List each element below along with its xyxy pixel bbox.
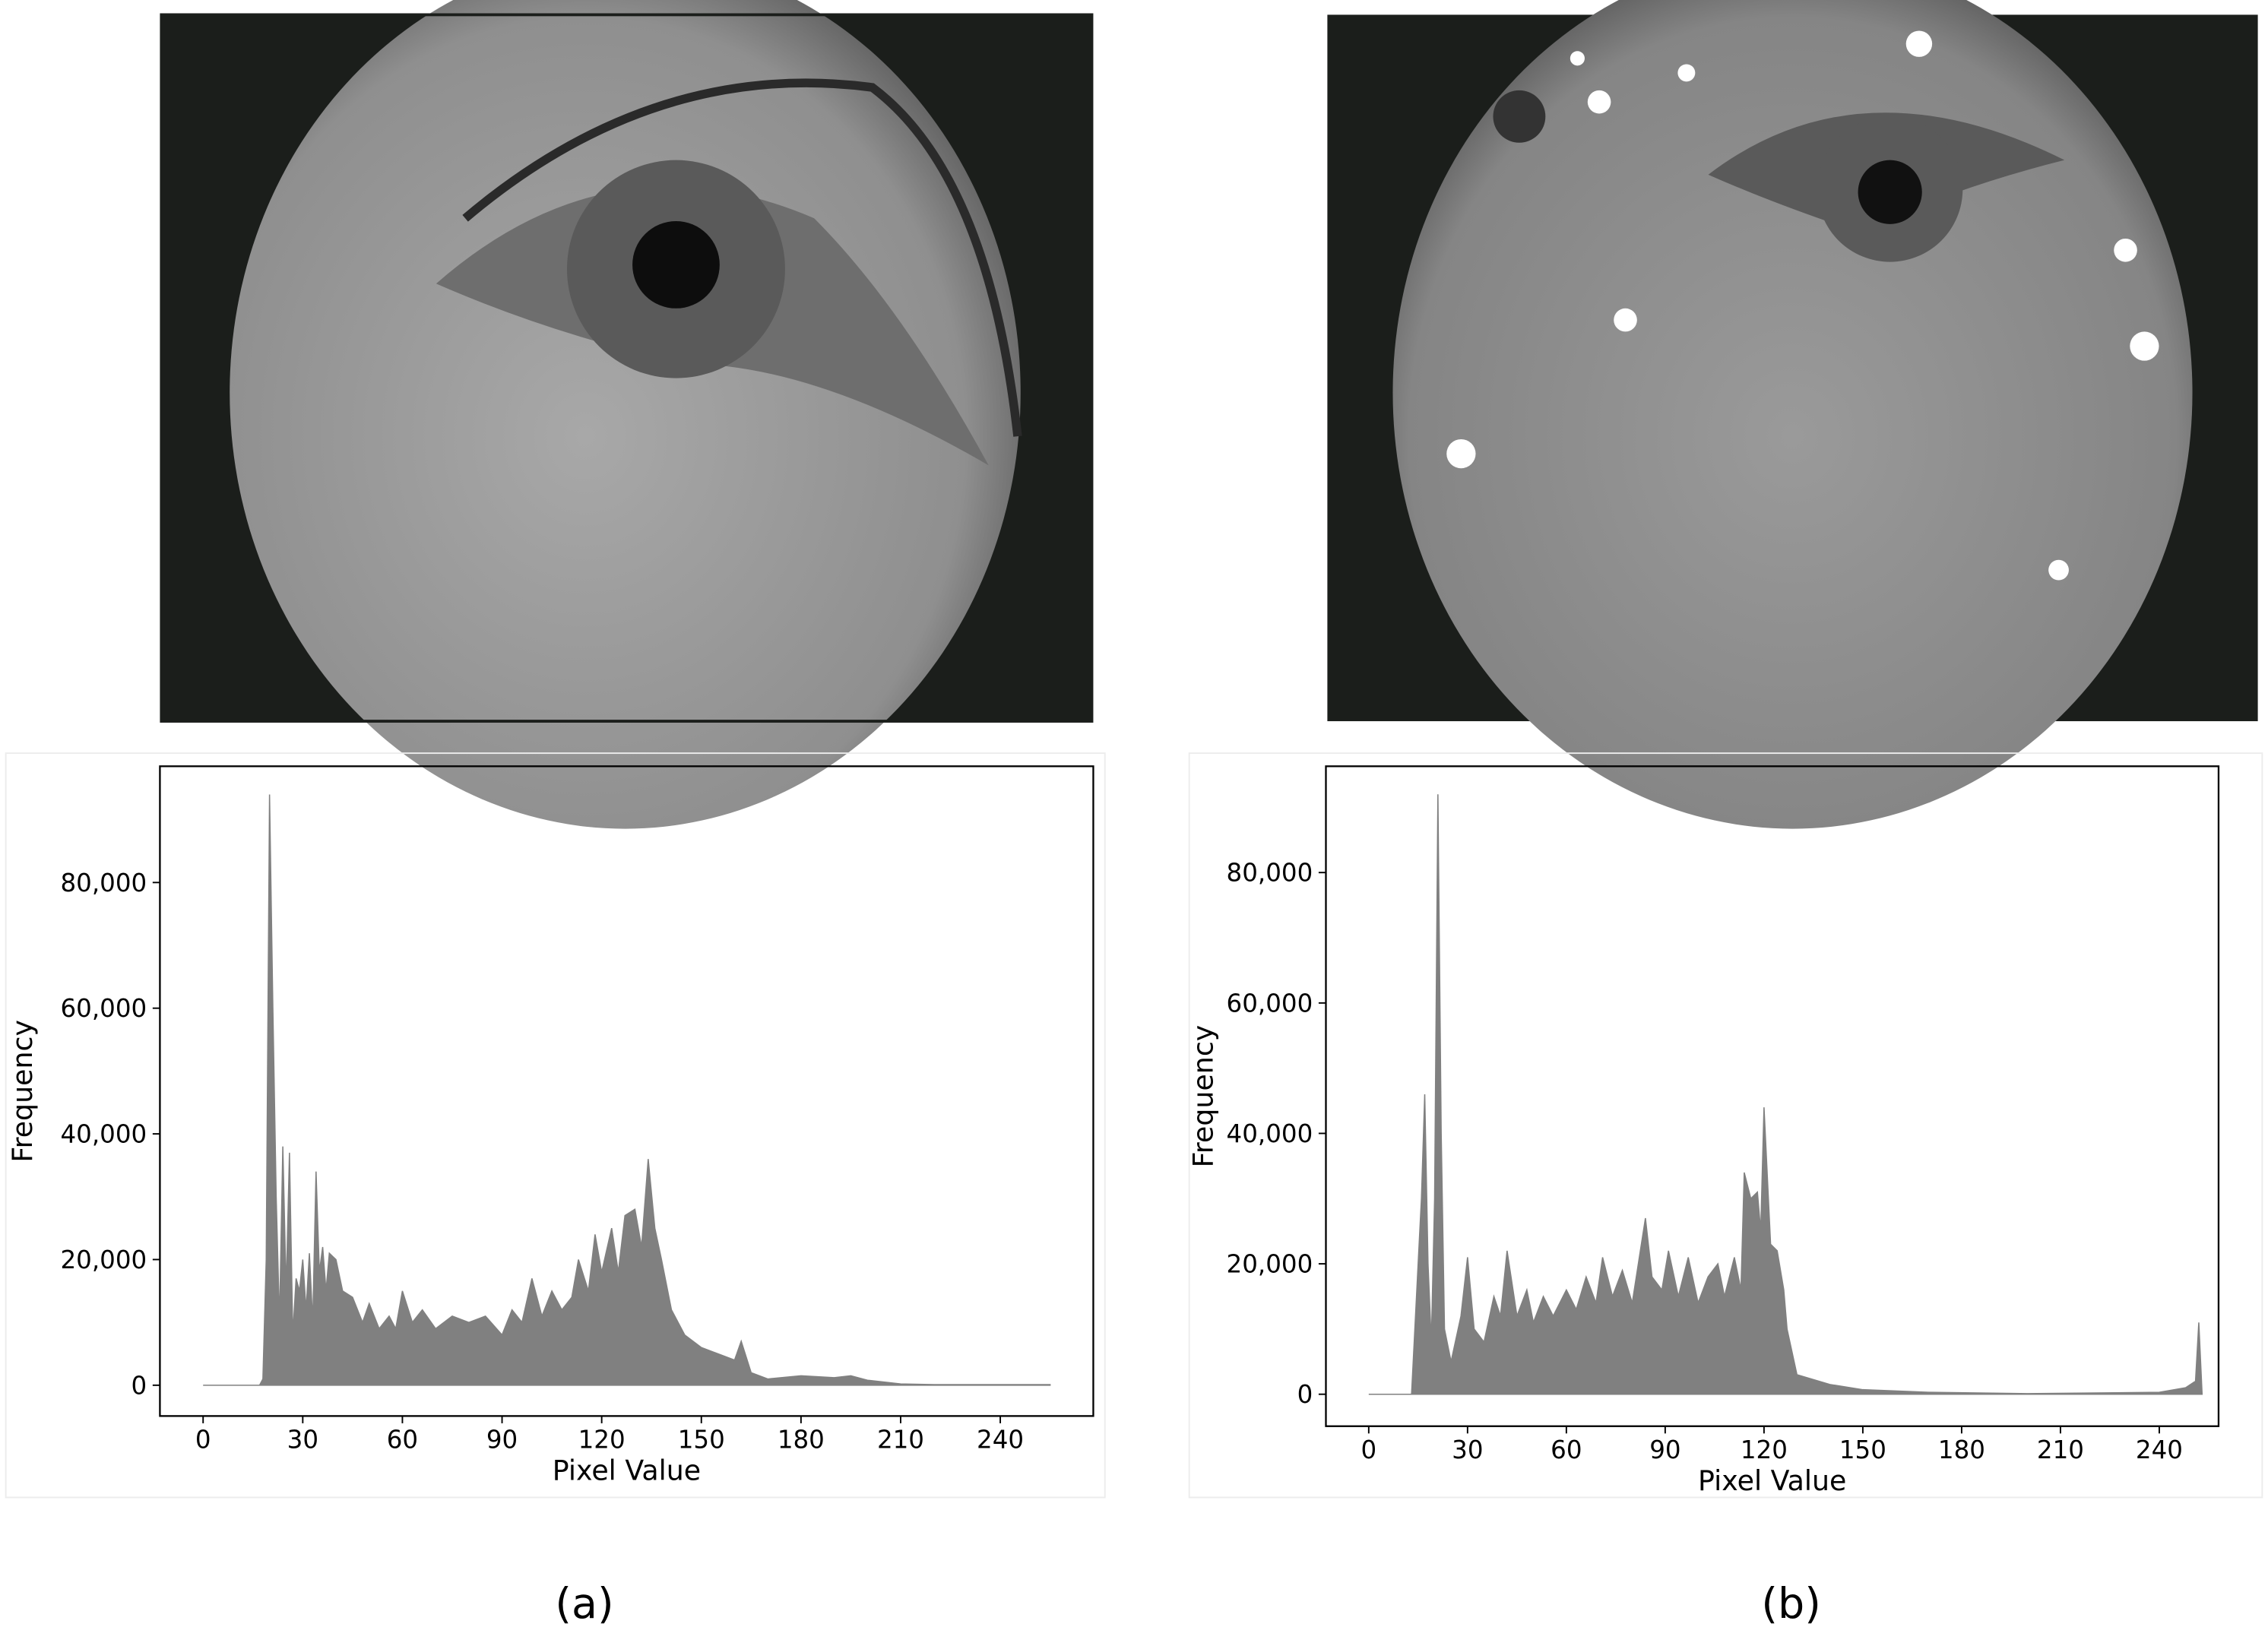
y-tick-label: 80,000 — [60, 869, 147, 897]
y-axis-label: Frequency — [1186, 1025, 1219, 1168]
panel-frame — [5, 752, 1106, 1499]
histogram-area — [203, 794, 1051, 1386]
eye-photo-b — [1327, 0, 2258, 829]
y-tick-label: 0 — [131, 1371, 147, 1400]
caption: (a) — [555, 1580, 613, 1627]
y-tick-label: 60,000 — [60, 994, 147, 1023]
caption: (b) — [1761, 1580, 1820, 1627]
x-tick-label: 0 — [1360, 1435, 1376, 1464]
y-tick-label: 80,000 — [1227, 859, 1313, 888]
x-tick-label: 150 — [1839, 1435, 1886, 1464]
x-tick-label: 180 — [778, 1425, 825, 1454]
x-tick-label: 120 — [1741, 1435, 1788, 1464]
y-axis-label: Frequency — [6, 1020, 39, 1163]
x-tick-label: 30 — [287, 1425, 318, 1454]
x-tick-label: 30 — [1452, 1435, 1483, 1464]
y-tick-label: 40,000 — [1227, 1119, 1313, 1148]
plot-frame — [1325, 765, 2220, 1427]
x-tick-label: 60 — [1551, 1435, 1582, 1464]
x-tick-label: 0 — [195, 1425, 211, 1454]
x-tick-label: 240 — [2136, 1435, 2183, 1464]
x-tick-label: 60 — [387, 1425, 418, 1454]
panel-frame — [1188, 752, 2263, 1499]
y-tick-label: 60,000 — [1227, 989, 1313, 1018]
x-tick-label: 120 — [578, 1425, 626, 1454]
x-tick-label: 180 — [1938, 1435, 1985, 1464]
y-tick-label: 20,000 — [60, 1246, 147, 1274]
y-tick-label: 0 — [1297, 1380, 1313, 1409]
x-tick-label: 90 — [1649, 1435, 1680, 1464]
y-tick-label: 40,000 — [60, 1120, 147, 1149]
x-axis-label: Pixel Value — [553, 1454, 701, 1487]
x-tick-label: 150 — [678, 1425, 725, 1454]
x-axis-label: Pixel Value — [1698, 1464, 1846, 1497]
x-tick-label: 240 — [977, 1425, 1024, 1454]
y-tick-label: 20,000 — [1227, 1250, 1313, 1279]
plot-frame — [159, 765, 1094, 1417]
x-tick-label: 90 — [486, 1425, 518, 1454]
eye-photo-a — [160, 0, 1094, 829]
x-tick-label: 210 — [2037, 1435, 2084, 1464]
histogram-area — [1368, 794, 2203, 1395]
x-tick-label: 210 — [877, 1425, 924, 1454]
